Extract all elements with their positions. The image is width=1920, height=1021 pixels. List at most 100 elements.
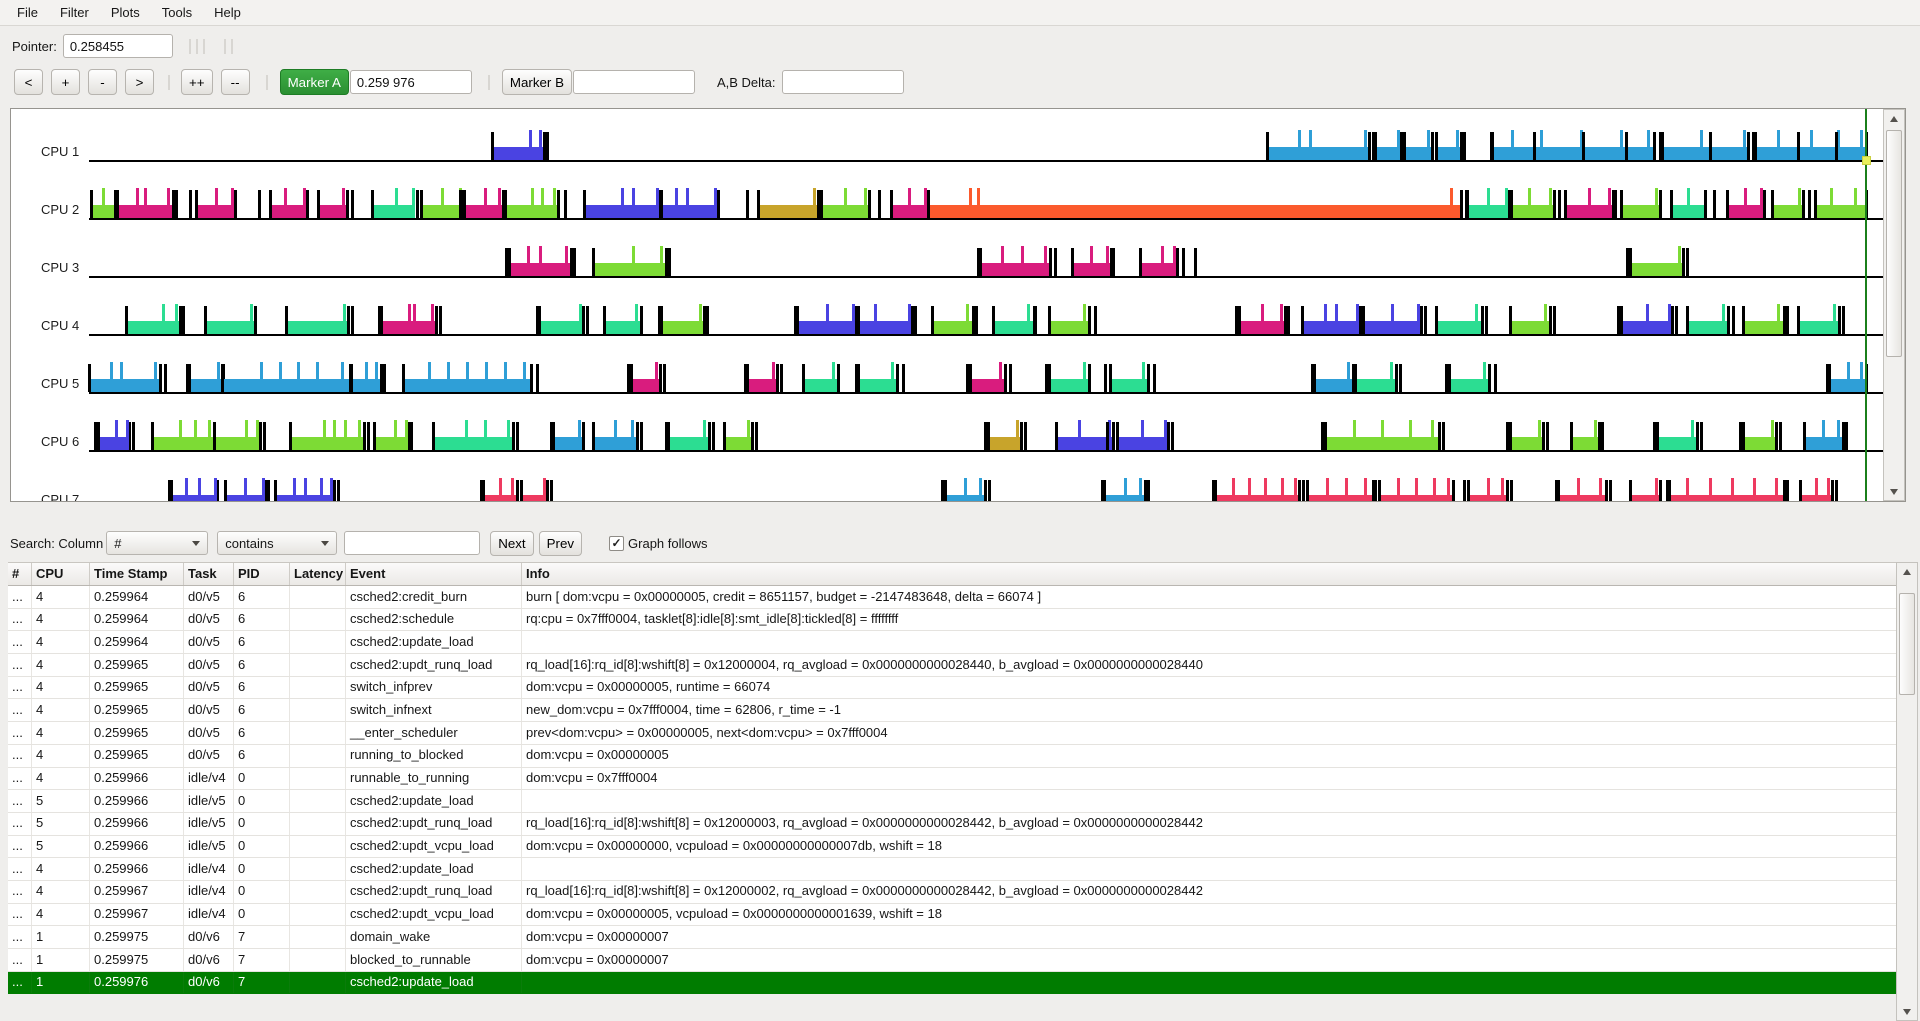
table-row[interactable]: ...50.259966idle/v50csched2:updt_runq_lo… bbox=[8, 813, 1896, 836]
scrollbar-thumb[interactable] bbox=[1899, 593, 1915, 695]
table-cell: csched2:schedule bbox=[346, 609, 522, 631]
scrollbar-thumb[interactable] bbox=[1886, 130, 1902, 357]
column-header-time-stamp[interactable]: Time Stamp bbox=[90, 563, 184, 585]
zoom-in-button[interactable]: + bbox=[51, 69, 80, 95]
event-spike bbox=[485, 362, 488, 392]
zoom-out-fast-button[interactable]: -- bbox=[221, 69, 250, 95]
event-tick bbox=[665, 422, 668, 450]
table-vertical-scrollbar[interactable] bbox=[1896, 562, 1918, 1021]
event-spike bbox=[1815, 478, 1818, 502]
scroll-down-button[interactable] bbox=[1897, 1003, 1917, 1020]
scroll-down-button[interactable] bbox=[1884, 483, 1904, 500]
event-tick bbox=[1802, 190, 1805, 218]
table-cell: switch_infnext bbox=[346, 699, 522, 721]
event-spike bbox=[523, 362, 526, 392]
event-tick bbox=[1747, 132, 1750, 160]
ab-delta-input[interactable] bbox=[782, 70, 904, 94]
event-spike bbox=[1775, 478, 1778, 502]
marker-a-value-input[interactable] bbox=[350, 70, 472, 94]
search-input[interactable] bbox=[344, 531, 480, 555]
table-row[interactable]: ...40.259964d0/v56csched2:update_load bbox=[8, 631, 1896, 654]
table-row[interactable]: ...10.259975d0/v67blocked_to_runnabledom… bbox=[8, 949, 1896, 972]
table-cell: 0 bbox=[234, 768, 290, 790]
event-tick bbox=[1194, 248, 1197, 276]
table-cell: 6 bbox=[234, 745, 290, 767]
event-tick bbox=[1049, 248, 1052, 276]
event-tick bbox=[234, 190, 237, 218]
search-operator-select[interactable]: contains bbox=[217, 531, 337, 555]
search-prev-button[interactable]: Prev bbox=[539, 531, 582, 556]
table-row[interactable]: ...40.259966idle/v40csched2:update_load bbox=[8, 858, 1896, 881]
cpu-timeline-panel[interactable]: CPU 1CPU 2CPU 3CPU 4CPU 5CPU 6CPU 7 bbox=[10, 108, 1906, 502]
table-row[interactable]: ...40.259967idle/v40csched2:updt_vcpu_lo… bbox=[8, 904, 1896, 927]
event-tick bbox=[1625, 132, 1628, 160]
event-spike bbox=[1475, 304, 1478, 334]
menu-item-tools[interactable]: Tools bbox=[151, 2, 203, 23]
graph-follows-checkbox[interactable]: ✓ bbox=[609, 536, 624, 551]
event-spike bbox=[465, 420, 468, 450]
event-tick bbox=[1709, 132, 1712, 160]
column-header-event[interactable]: Event bbox=[346, 563, 522, 585]
event-tick bbox=[868, 190, 871, 218]
table-row[interactable]: ...50.259966idle/v50csched2:update_load bbox=[8, 790, 1896, 813]
zoom-in-fast-button[interactable]: ++ bbox=[181, 69, 213, 95]
marker-a-button[interactable]: Marker A bbox=[280, 69, 349, 95]
graph-vertical-scrollbar[interactable] bbox=[1883, 109, 1905, 501]
search-column-select[interactable]: # bbox=[106, 531, 208, 555]
table-row[interactable]: ...40.259966idle/v40runnable_to_runningd… bbox=[8, 768, 1896, 791]
event-tick bbox=[306, 190, 309, 218]
event-tick bbox=[1617, 306, 1620, 334]
table-row[interactable]: ...40.259965d0/v56csched2:updt_runq_load… bbox=[8, 654, 1896, 677]
table-row[interactable]: ...40.259965d0/v56switch_infnextnew_dom:… bbox=[8, 699, 1896, 722]
table-cell: 6 bbox=[234, 699, 290, 721]
menu-item-plots[interactable]: Plots bbox=[100, 2, 151, 23]
scroll-up-button[interactable] bbox=[1897, 563, 1917, 580]
event-tick bbox=[1605, 480, 1608, 502]
column-header-pid[interactable]: PID bbox=[234, 563, 290, 585]
pointer-input[interactable] bbox=[63, 34, 173, 58]
table-row[interactable]: ...40.259965d0/v56switch_infprevdom:vcpu… bbox=[8, 677, 1896, 700]
menu-item-help[interactable]: Help bbox=[203, 2, 252, 23]
event-spike bbox=[1364, 478, 1367, 502]
event-tick bbox=[665, 248, 668, 276]
table-row[interactable]: ...50.259966idle/v50csched2:updt_vcpu_lo… bbox=[8, 836, 1896, 859]
table-row[interactable]: ...40.259964d0/v56csched2:schedulerq:cpu… bbox=[8, 609, 1896, 632]
table-row[interactable]: ...40.259967idle/v40csched2:updt_runq_lo… bbox=[8, 881, 1896, 904]
table-row[interactable]: ...10.259976d0/v67csched2:update_load bbox=[8, 972, 1896, 995]
table-row[interactable]: ...40.259965d0/v56__enter_schedulerprev<… bbox=[8, 722, 1896, 745]
search-next-button[interactable]: Next bbox=[490, 531, 533, 556]
event-tick bbox=[546, 480, 549, 502]
marker-b-value-input[interactable] bbox=[573, 70, 695, 94]
column-header-info[interactable]: Info bbox=[522, 563, 1896, 585]
table-row[interactable]: ...10.259975d0/v67domain_wakedom:vcpu = … bbox=[8, 926, 1896, 949]
menu-item-file[interactable]: File bbox=[6, 2, 49, 23]
column-header-latency[interactable]: Latency bbox=[290, 563, 346, 585]
marker-b-button[interactable]: Marker B bbox=[502, 69, 572, 95]
table-cell: switch_infprev bbox=[346, 677, 522, 699]
event-table-body: ...40.259964d0/v56csched2:credit_burnbur… bbox=[8, 586, 1896, 994]
table-row[interactable]: ...40.259964d0/v56csched2:credit_burnbur… bbox=[8, 586, 1896, 609]
event-tick bbox=[1368, 132, 1371, 160]
event-tick bbox=[1570, 422, 1573, 450]
event-spike bbox=[1415, 478, 1418, 502]
event-spike bbox=[1433, 478, 1436, 502]
scroll-right-button[interactable]: > bbox=[125, 69, 154, 95]
column-header--[interactable]: # bbox=[8, 563, 32, 585]
table-cell bbox=[290, 881, 346, 903]
event-spike bbox=[631, 420, 634, 450]
event-tick bbox=[333, 480, 336, 502]
column-header-cpu[interactable]: CPU bbox=[32, 563, 90, 585]
event-tick bbox=[1399, 364, 1402, 392]
scroll-left-button[interactable]: < bbox=[14, 69, 43, 95]
cpu-row-label: CPU 4 bbox=[41, 318, 79, 333]
zoom-out-button[interactable]: - bbox=[88, 69, 117, 95]
event-spike bbox=[772, 362, 775, 392]
table-cell: domain_wake bbox=[346, 926, 522, 948]
scroll-up-button[interactable] bbox=[1884, 110, 1904, 127]
menu-item-filter[interactable]: Filter bbox=[49, 2, 100, 23]
table-row[interactable]: ...40.259965d0/v56running_to_blockeddom:… bbox=[8, 745, 1896, 768]
event-spike bbox=[1347, 362, 1350, 392]
column-header-task[interactable]: Task bbox=[184, 563, 234, 585]
event-spike bbox=[1280, 304, 1283, 334]
event-tick bbox=[520, 480, 523, 502]
